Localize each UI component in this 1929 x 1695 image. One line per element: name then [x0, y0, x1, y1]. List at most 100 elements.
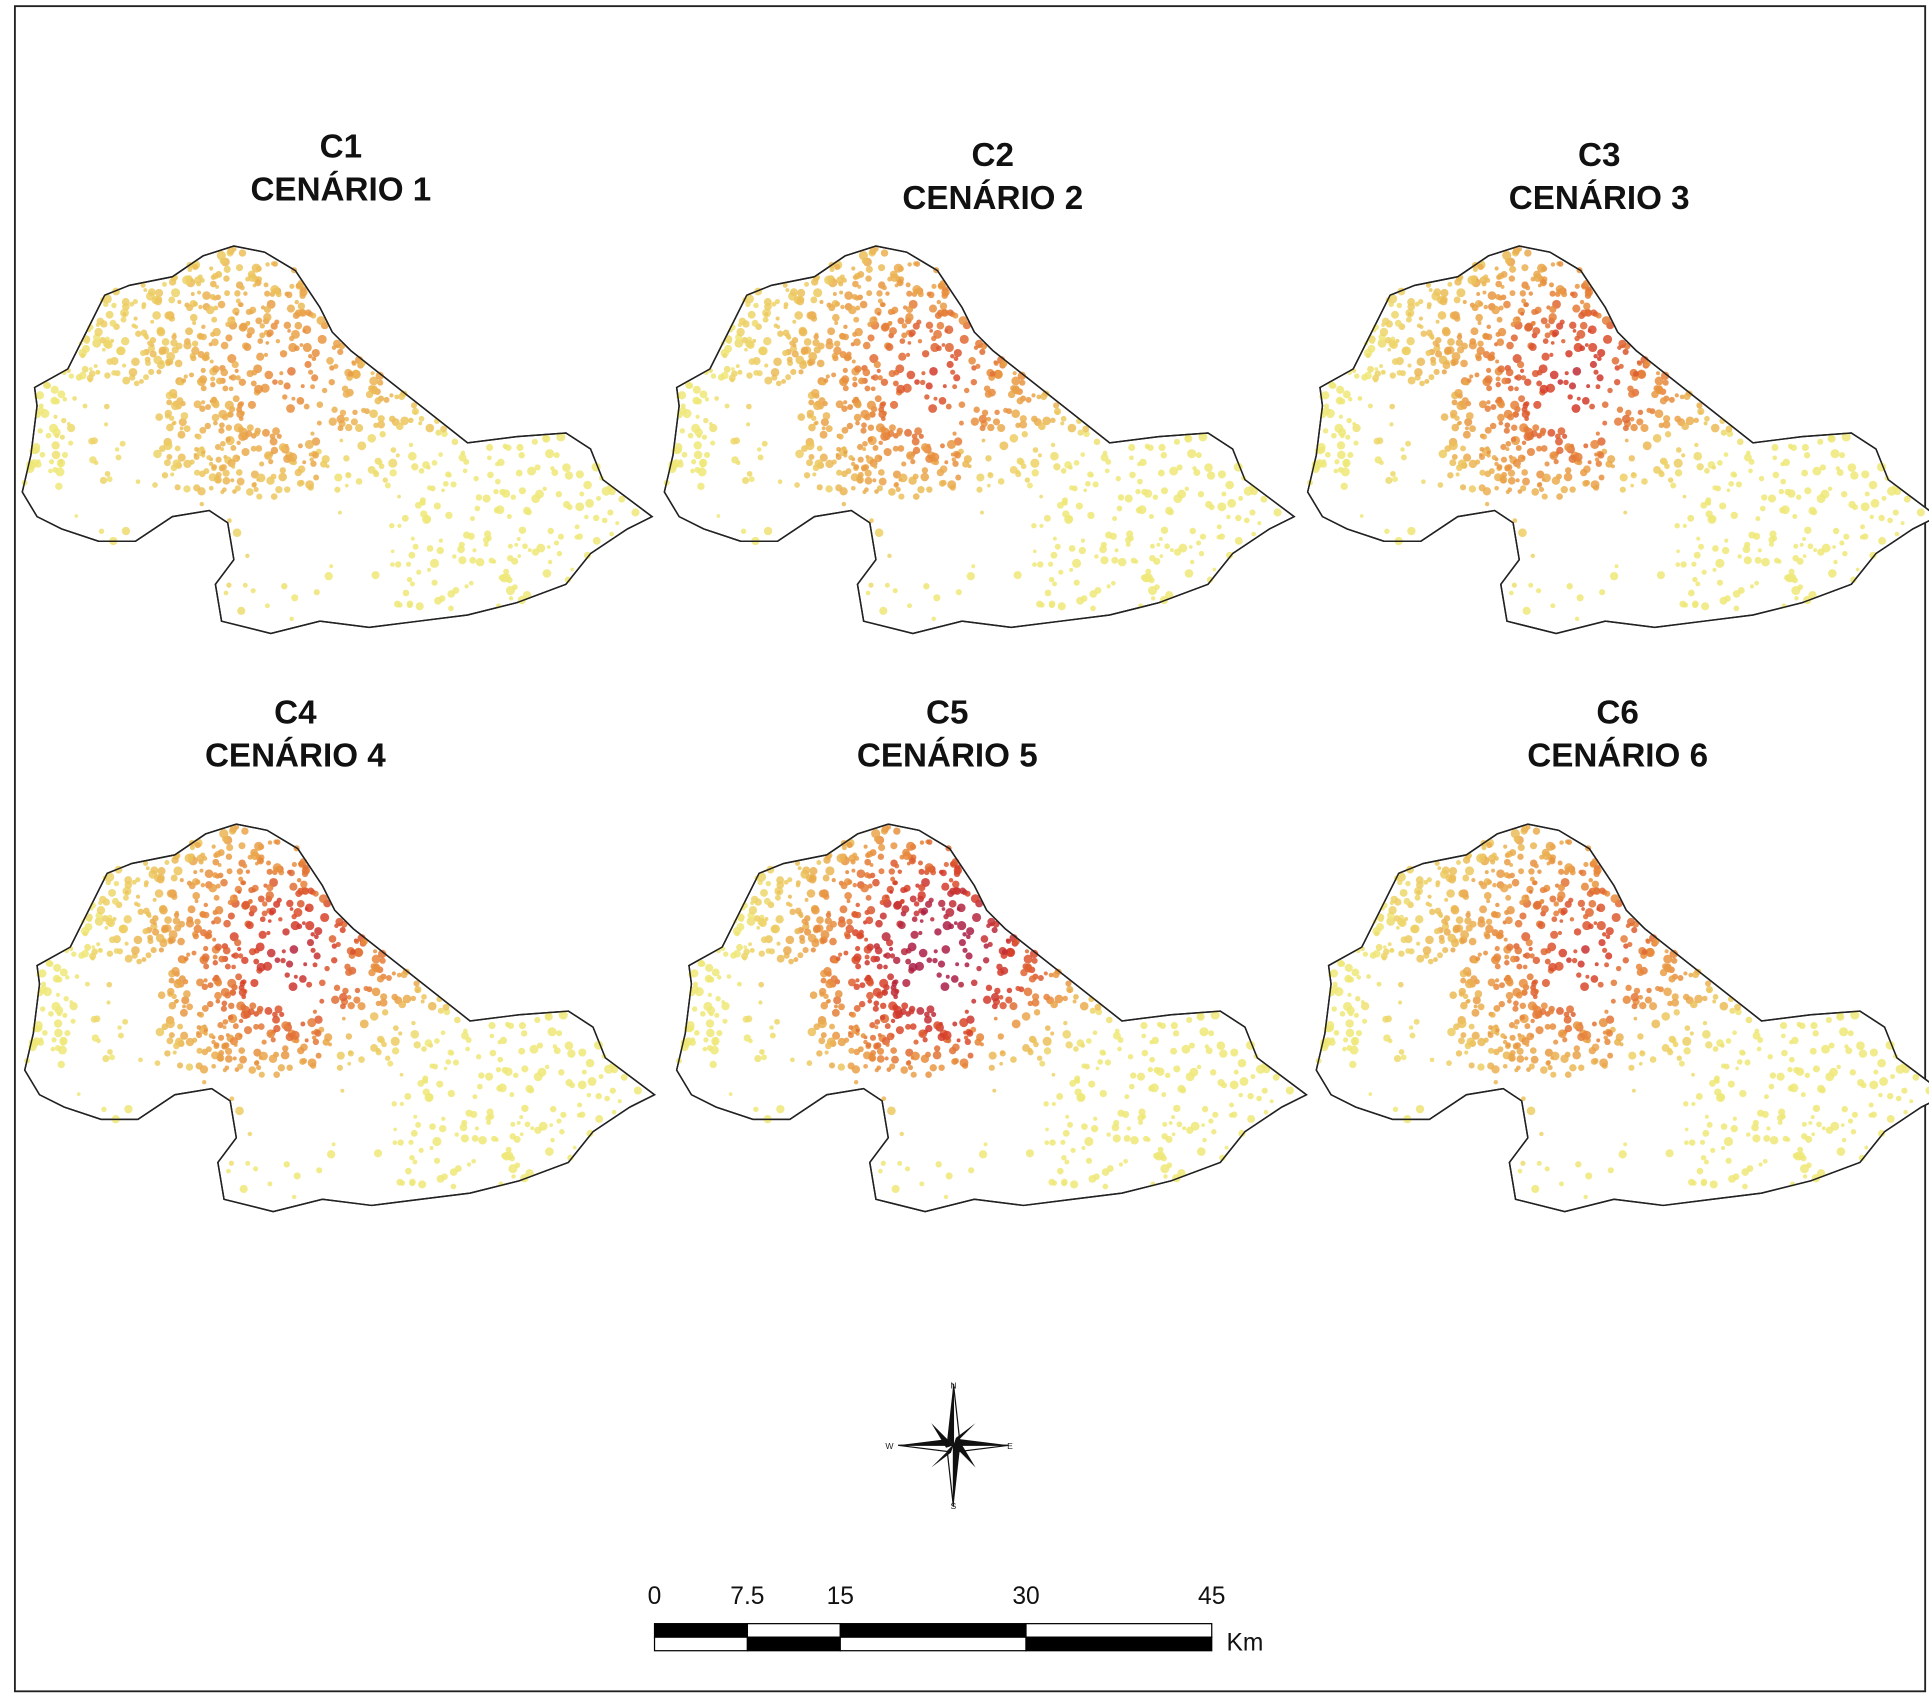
risk-patch: [196, 281, 201, 286]
risk-patch: [51, 1037, 56, 1042]
risk-patch: [944, 862, 949, 867]
risk-patch: [1374, 931, 1379, 936]
risk-patch: [265, 341, 269, 345]
risk-patch: [824, 276, 833, 285]
risk-patch: [776, 1105, 784, 1113]
risk-patch: [604, 1065, 613, 1074]
risk-patch: [438, 452, 443, 457]
risk-patch: [914, 901, 919, 906]
risk-patch: [1629, 455, 1635, 461]
risk-patch: [856, 903, 860, 907]
risk-patch: [1093, 481, 1099, 487]
risk-patch: [1173, 1030, 1179, 1036]
risk-patch: [1074, 460, 1080, 466]
risk-patch: [1527, 448, 1535, 456]
risk-patch: [519, 1115, 523, 1119]
risk-patch: [943, 384, 947, 388]
risk-patch: [917, 486, 924, 493]
risk-patch: [1599, 589, 1605, 595]
risk-patch: [841, 427, 848, 434]
risk-patch: [1602, 316, 1611, 325]
risk-patch: [1052, 581, 1057, 586]
risk-patch: [1715, 559, 1724, 568]
risk-patch: [372, 987, 381, 996]
risk-patch: [1551, 1052, 1560, 1061]
risk-patch: [324, 966, 329, 971]
risk-patch: [855, 978, 859, 982]
risk-patch: [766, 881, 771, 886]
risk-patch: [1749, 459, 1755, 465]
risk-patch: [1564, 473, 1573, 482]
risk-patch: [1588, 460, 1592, 464]
risk-patch: [953, 1058, 959, 1064]
risk-patch: [1733, 473, 1737, 477]
risk-patch: [850, 1012, 856, 1018]
risk-patch: [733, 437, 740, 444]
risk-patch: [878, 299, 883, 304]
risk-patch: [857, 869, 866, 878]
risk-patch: [532, 439, 538, 445]
risk-patch: [516, 470, 523, 477]
risk-patch: [301, 384, 305, 388]
risk-patch: [262, 910, 268, 916]
risk-patch: [1024, 964, 1032, 972]
risk-patch: [1630, 417, 1635, 422]
risk-patch: [1887, 518, 1893, 524]
risk-patch: [32, 1026, 38, 1032]
risk-patch: [520, 1132, 524, 1136]
risk-patch: [1454, 296, 1461, 303]
risk-patch: [1836, 1065, 1840, 1069]
risk-patch: [202, 1005, 209, 1012]
risk-patch: [1065, 980, 1071, 986]
risk-patch: [233, 952, 239, 958]
risk-patch: [445, 1059, 451, 1065]
risk-patch: [1486, 899, 1490, 903]
risk-patch: [838, 434, 844, 440]
risk-patch: [293, 312, 300, 319]
risk-patch: [1518, 395, 1525, 402]
risk-patch: [1049, 601, 1056, 608]
risk-patch: [1481, 434, 1487, 440]
risk-patch: [710, 1046, 719, 1055]
risk-patch: [1685, 1128, 1689, 1132]
risk-patch: [1044, 1140, 1049, 1145]
risk-patch: [573, 1146, 577, 1150]
risk-patch: [1029, 975, 1036, 982]
risk-patch: [547, 545, 551, 549]
risk-patch: [294, 300, 298, 304]
risk-patch: [1503, 1064, 1508, 1069]
risk-patch: [1129, 455, 1134, 460]
risk-patch: [294, 975, 298, 979]
risk-patch: [209, 486, 214, 491]
risk-patch: [1244, 487, 1253, 496]
risk-patch: [797, 413, 805, 421]
risk-patch: [1039, 495, 1043, 499]
risk-patch: [525, 1085, 533, 1093]
risk-patch: [224, 290, 230, 296]
risk-patch: [1163, 1174, 1167, 1178]
risk-patch: [1398, 1000, 1402, 1004]
risk-patch: [527, 467, 536, 476]
risk-patch: [706, 1029, 715, 1038]
risk-patch: [109, 936, 116, 943]
risk-patch: [1069, 485, 1074, 490]
risk-patch: [317, 316, 326, 325]
risk-patch: [918, 869, 924, 875]
risk-patch: [1184, 435, 1190, 441]
risk-patch: [91, 945, 95, 949]
risk-patch: [429, 1043, 433, 1047]
risk-patch: [1363, 951, 1368, 956]
risk-patch: [1569, 322, 1576, 329]
risk-patch: [1323, 428, 1328, 433]
risk-patch: [292, 862, 297, 867]
risk-patch: [1532, 424, 1539, 431]
risk-patch: [844, 354, 851, 361]
risk-patch: [798, 369, 803, 374]
scale-tick-label: 45: [1198, 1583, 1225, 1610]
risk-patch: [1212, 1112, 1218, 1118]
risk-patch: [1486, 919, 1492, 925]
risk-patch: [1050, 1031, 1054, 1035]
risk-patch: [1337, 441, 1345, 449]
risk-patch: [1520, 485, 1526, 491]
risk-patch: [1424, 379, 1429, 384]
